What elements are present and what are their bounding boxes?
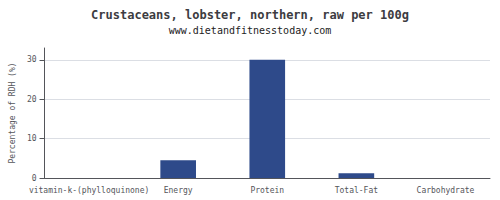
svg-text:20: 20 — [27, 95, 37, 104]
svg-text:Crustaceans, lobster, northern: Crustaceans, lobster, northern, raw per … — [91, 8, 409, 22]
svg-text:Percentage of RDH (%): Percentage of RDH (%) — [8, 62, 17, 163]
svg-text:Total-Fat: Total-Fat — [335, 186, 379, 195]
svg-text:vitamin-k-(phylloquinone): vitamin-k-(phylloquinone) — [29, 186, 149, 195]
svg-text:Carbohydrate: Carbohydrate — [417, 186, 475, 195]
svg-text:30: 30 — [27, 55, 37, 64]
svg-text:Energy: Energy — [164, 186, 193, 195]
svg-text:10: 10 — [27, 134, 37, 143]
svg-text:Protein: Protein — [250, 186, 284, 195]
svg-text:www.dietandfitnesstoday.com: www.dietandfitnesstoday.com — [169, 25, 332, 36]
svg-text:0: 0 — [32, 174, 37, 183]
